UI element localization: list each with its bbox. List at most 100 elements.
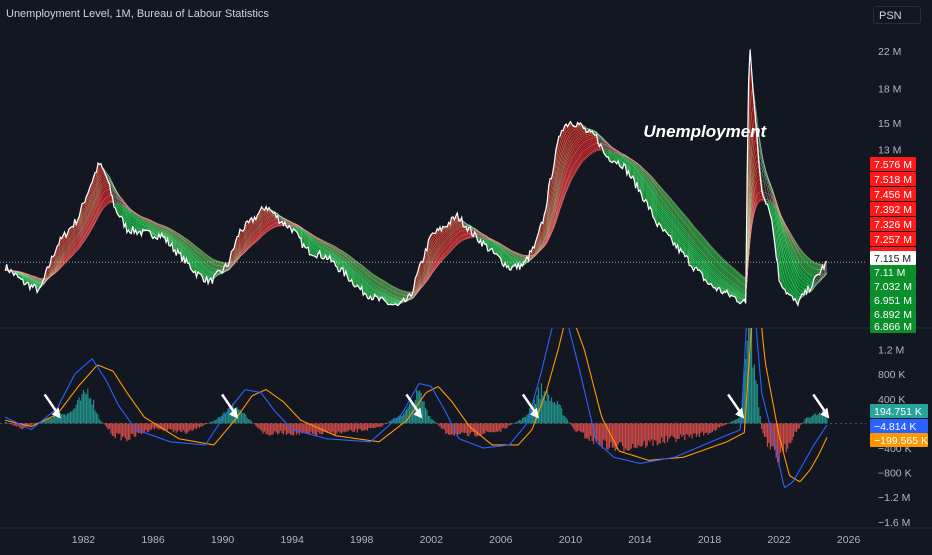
histogram-bar [342,423,344,432]
histogram-bar [448,423,450,435]
histogram-bar [427,415,429,424]
histogram-bar [281,423,283,434]
histogram-bar [814,413,816,424]
histogram-bar [662,423,664,443]
histogram-bar [824,412,827,424]
histogram-bar [682,423,685,436]
histogram-bar [345,423,347,432]
histogram-bar [782,423,784,452]
histogram-bar [136,423,138,433]
histogram-bar [423,401,425,424]
histogram-bar [811,415,813,424]
histogram-bar [446,423,448,434]
histogram-bar [364,423,366,431]
histogram-bar [90,398,92,424]
histogram-bar [430,419,432,424]
histogram-bar [759,415,761,424]
histogram-bar [406,409,408,424]
histogram-bar [274,423,276,432]
histogram-bar [104,423,106,426]
histogram-bar [749,328,751,424]
histogram-bar [561,408,563,424]
histogram-bar [82,389,85,424]
histogram-bar [420,392,422,424]
signal-line[interactable] [5,282,828,483]
histogram-bar [324,423,327,432]
histogram-bar [66,413,69,424]
histogram-bar [152,423,154,428]
histogram-bar [487,423,489,432]
histogram-bar [79,400,82,424]
histogram-bar [781,423,783,449]
histogram-bar [723,423,725,426]
histogram-bar [29,423,31,426]
histogram-bar [719,423,721,428]
histogram-bar [463,423,466,434]
histogram-bar [620,423,622,443]
histogram-bar [539,398,541,424]
histogram-bar [734,419,737,424]
histogram-bar [68,412,70,424]
histogram-bar [595,423,598,442]
histogram-bar [655,423,657,441]
histogram-bar [826,411,828,424]
ribbon-band [439,228,442,264]
histogram-bar [353,423,356,432]
histogram-bar [333,423,335,436]
histogram-bar [497,423,499,433]
histogram-bar [708,423,711,434]
histogram-bar [433,420,435,424]
histogram-bar [126,423,128,442]
histogram-bar [326,423,328,434]
histogram-bar [677,423,679,439]
histogram-bar [713,423,715,430]
histogram-bar [452,423,454,436]
histogram-bar [695,423,698,437]
histogram-bar [375,423,377,428]
histogram-bar [179,423,182,432]
histogram-bar [777,423,779,463]
signal-arrow-shaft [43,393,59,415]
histogram-bar [630,423,632,449]
histogram-bar [729,422,731,424]
histogram-bar [611,423,614,448]
histogram-bar [690,423,692,435]
price-label-box [870,187,916,201]
histogram-bar [139,423,141,434]
histogram-bar [81,394,83,424]
histogram-bar [591,423,593,442]
histogram-bar [687,423,689,435]
histogram-bar [219,417,221,424]
symbol-badge[interactable]: PSN [873,6,921,24]
histogram-bar [195,423,198,430]
histogram-bar [621,423,624,447]
time-axis-tick: 1982 [72,534,96,546]
macd-line[interactable] [4,273,828,489]
histogram-bar [507,423,509,427]
histogram-bar [197,423,199,427]
histogram-bar [516,421,518,424]
histogram-bar [807,416,809,424]
histogram-bar [206,423,208,424]
histogram-bar [121,423,124,438]
histogram-bar [120,423,122,441]
histogram-bar [675,423,677,443]
histogram-bar [568,422,570,424]
oscillator-value-label: −199.565 K [874,435,928,447]
unemployment-line[interactable] [4,49,828,307]
time-axis-tick: 1998 [350,534,374,546]
histogram-bar [666,423,669,442]
histogram-bar [424,408,427,424]
histogram-bar [282,423,285,435]
histogram-bar [456,423,458,437]
histogram-bar [517,421,519,424]
histogram-bar [523,416,525,424]
histogram-bar [165,423,167,431]
histogram-bar [613,423,615,448]
histogram-bar [436,423,438,424]
signal-arrow-head [413,407,423,419]
histogram-bar [752,367,754,424]
histogram-bar [343,423,345,433]
